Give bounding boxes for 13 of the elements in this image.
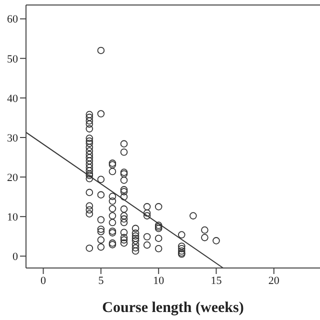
x-tick-label: 20 xyxy=(268,274,280,287)
x-tick-label: 0 xyxy=(40,274,47,287)
x-tick-label: 15 xyxy=(210,274,222,287)
y-tick-label: 30 xyxy=(7,132,18,144)
x-axis-title: Course length (weeks) xyxy=(102,300,244,316)
y-tick-label: 0 xyxy=(12,251,18,264)
x-tick-label: 5 xyxy=(98,274,104,287)
y-tick-label: 10 xyxy=(7,211,18,224)
y-tick-label: 20 xyxy=(7,172,18,184)
y-tick-label: 40 xyxy=(7,92,18,105)
x-tick-label: 10 xyxy=(153,274,165,287)
y-tick-label: 60 xyxy=(7,14,18,26)
y-tick-label: 50 xyxy=(7,53,18,66)
